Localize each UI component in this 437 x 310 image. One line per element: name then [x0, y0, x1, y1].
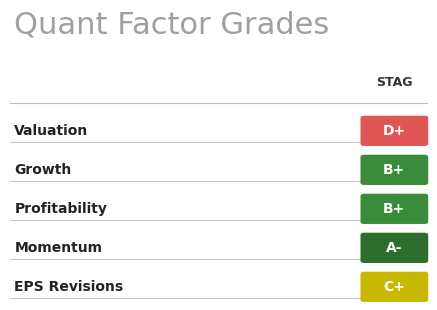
- Text: B+: B+: [383, 202, 406, 216]
- Text: B+: B+: [383, 163, 406, 177]
- Text: Momentum: Momentum: [14, 241, 102, 255]
- FancyBboxPatch shape: [361, 194, 428, 224]
- FancyBboxPatch shape: [361, 116, 428, 146]
- FancyBboxPatch shape: [361, 272, 428, 302]
- Text: D+: D+: [383, 124, 406, 138]
- Text: A-: A-: [386, 241, 402, 255]
- Text: C+: C+: [383, 280, 405, 294]
- Text: EPS Revisions: EPS Revisions: [14, 280, 124, 294]
- Text: Growth: Growth: [14, 163, 72, 177]
- Text: STAG: STAG: [376, 76, 413, 89]
- FancyBboxPatch shape: [361, 155, 428, 185]
- Text: Quant Factor Grades: Quant Factor Grades: [14, 11, 329, 40]
- FancyBboxPatch shape: [361, 233, 428, 263]
- Text: Valuation: Valuation: [14, 124, 89, 138]
- Text: Profitability: Profitability: [14, 202, 108, 216]
